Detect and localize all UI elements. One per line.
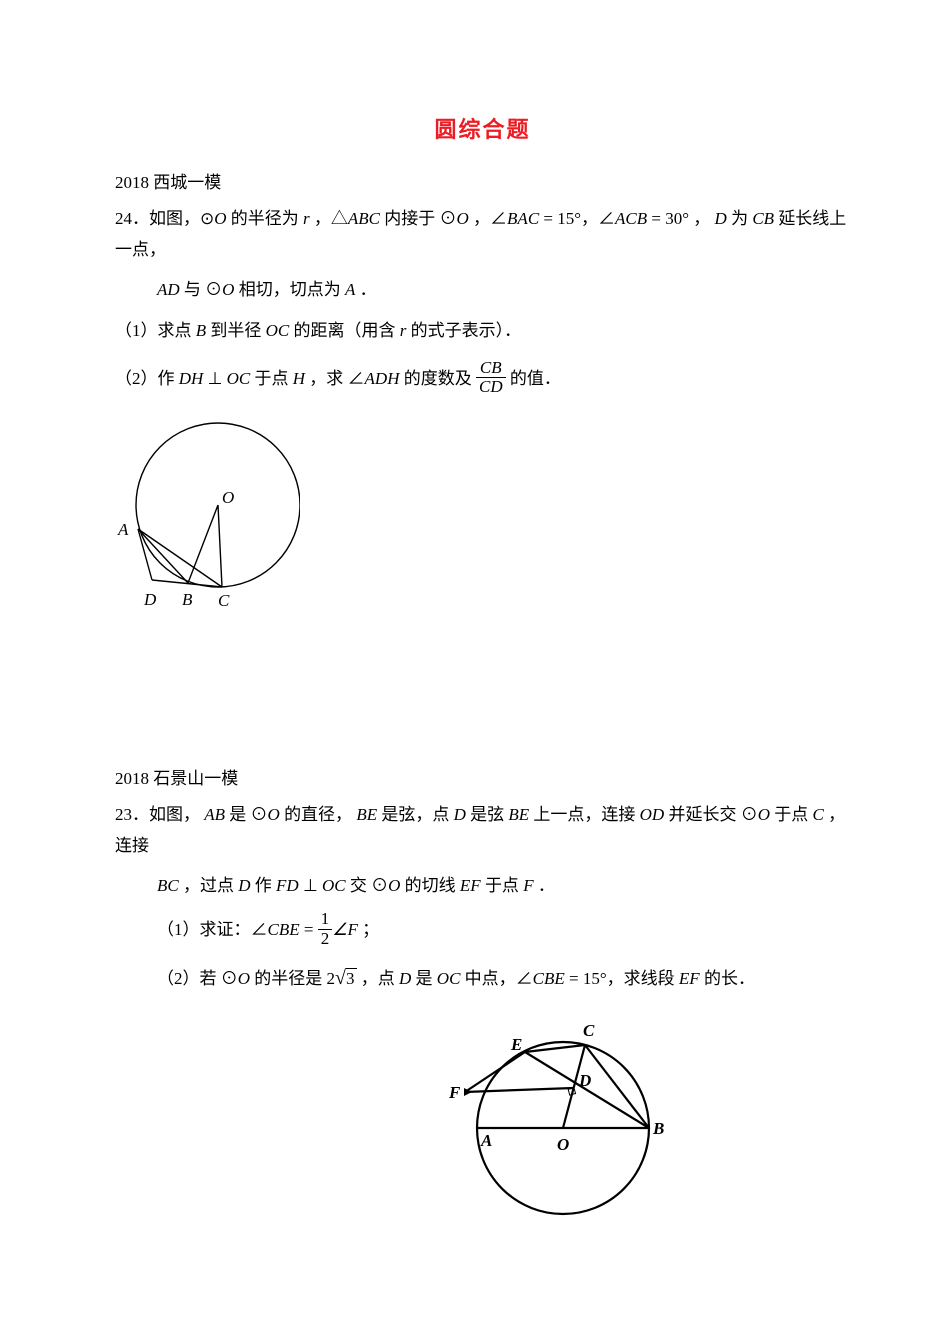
problem2-q1: （1）求证：∠CBE = 12∠F ； [115,912,850,950]
svg-text:D: D [143,590,157,609]
fraction-cb-cd: CBCD [476,359,506,397]
svg-text:C: C [583,1021,595,1040]
svg-text:D: D [578,1071,591,1090]
svg-text:F: F [448,1083,461,1102]
problem1-q1: （1）求点 B 到半径 OC 的距离（用含 r 的式子表示）． [115,316,850,347]
svg-text:B: B [652,1119,664,1138]
problem2-source: 2018 石景山一模 [115,764,850,795]
svg-text:O: O [222,488,234,507]
problem1-source: 2018 西城一模 [115,168,850,199]
problem1-line2: AD 与 ⊙O 相切，切点为 A ． [115,275,850,306]
problem2-q2: （2）若 ⊙O 的半径是 2√3 ，点 D 是 OC 中点，∠CBE = 15°… [115,960,850,996]
svg-text:C: C [218,591,230,610]
fraction-half: 12 [318,910,333,948]
svg-text:E: E [510,1035,522,1054]
problem2-line1: 23．如图， AB 是 ⊙O 的直径， BE 是弦，点 D 是弦 BE 上一点，… [115,800,850,861]
sqrt3: √3 [335,960,356,996]
problem2-line2: BC ，过点 D 作 FD ⊥ OC 交 ⊙O 的切线 EF 于点 F ． [115,871,850,902]
problem2-figure: A B C D E F O [445,1006,850,1237]
problem1-line1: 24．如图，⊙O 的半径为 r ，△ABC 内接于 ⊙O ，∠BAC = 15°… [115,204,850,265]
problem1-figure: O A B C D [110,413,850,644]
problem2: 23．如图， AB 是 ⊙O 的直径， BE 是弦，点 D 是弦 BE 上一点，… [115,800,850,1237]
svg-text:O: O [557,1135,569,1154]
problem1-number: 24． [115,209,149,228]
problem1: 24．如图，⊙O 的半径为 r ，△ABC 内接于 ⊙O ，∠BAC = 15°… [115,204,850,643]
problem1-q2: （2）作 DH ⊥ OC 于点 H ，求 ∠ADH 的度数及 CBCD 的值． [115,361,850,399]
page-title: 圆综合题 [115,110,850,150]
problem2-number: 23． [115,805,149,824]
svg-text:A: A [480,1131,492,1150]
svg-text:A: A [117,520,129,539]
svg-text:B: B [182,590,193,609]
